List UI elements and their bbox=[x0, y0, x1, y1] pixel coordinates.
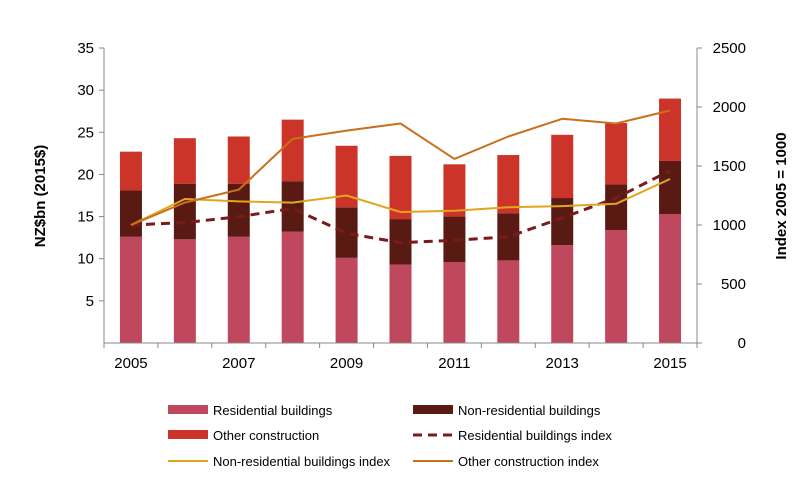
bar-residential-buildings-2010 bbox=[389, 264, 412, 343]
legend-label-residential-buildings: Residential buildings bbox=[213, 403, 333, 418]
legend: Residential buildings Non-residential bui… bbox=[168, 403, 612, 469]
bar-other-construction-2006 bbox=[173, 138, 196, 184]
bar-non-residential-buildings-2012 bbox=[497, 213, 520, 261]
bar-other-construction-2010 bbox=[389, 155, 412, 220]
line-non-residential-buildings-index bbox=[130, 178, 671, 226]
y-tick-label: 20 bbox=[77, 166, 94, 183]
line-layer bbox=[130, 109, 671, 245]
y2-tick-label: 0 bbox=[738, 335, 746, 352]
bar-other-construction-2015 bbox=[659, 98, 682, 161]
y-tick-label: 35 bbox=[77, 40, 94, 57]
legend-swatch-non-residential-buildings bbox=[413, 405, 453, 414]
legend-label-non-residential-buildings-index: Non-residential buildings index bbox=[213, 454, 391, 469]
bar-residential-buildings-2008 bbox=[281, 231, 304, 343]
bar-non-residential-buildings-2006 bbox=[173, 183, 196, 240]
bar-residential-buildings-2013 bbox=[551, 245, 574, 343]
bar-non-residential-buildings-2007 bbox=[227, 183, 250, 237]
bar-other-construction-2012 bbox=[497, 155, 520, 214]
x-tick-label: 2015 bbox=[653, 355, 686, 372]
bar-other-construction-2007 bbox=[227, 136, 250, 184]
bar-non-residential-buildings-2009 bbox=[335, 207, 358, 258]
bar-other-construction-2013 bbox=[551, 134, 574, 199]
bar-non-residential-buildings-2008 bbox=[281, 181, 304, 232]
y-tick-label: 5 bbox=[86, 293, 94, 310]
line-other-construction-index bbox=[130, 109, 671, 226]
y-tick-label: 15 bbox=[77, 209, 94, 226]
y2-tick-label: 1500 bbox=[713, 158, 746, 175]
y2-tick-label: 2500 bbox=[713, 40, 746, 57]
tick-layer: 5 10 15 20 25 30 35 0 500 1000 1500 2000 2500 2005 200… bbox=[77, 40, 746, 372]
bar-residential-buildings-2009 bbox=[335, 257, 358, 343]
y-tick-label: 10 bbox=[77, 251, 94, 268]
legend-swatch-other-construction bbox=[168, 430, 208, 439]
y2-tick-label: 500 bbox=[721, 276, 746, 293]
bar-non-residential-buildings-2014 bbox=[605, 184, 628, 231]
bar-residential-buildings-2005 bbox=[119, 236, 142, 343]
bar-other-construction-2011 bbox=[443, 164, 466, 217]
bar-other-construction-2008 bbox=[281, 119, 304, 182]
x-tick-label: 2011 bbox=[438, 355, 470, 372]
bar-non-residential-buildings-2005 bbox=[119, 190, 142, 237]
x-tick-label: 2009 bbox=[330, 355, 363, 372]
y2-tick-label: 1000 bbox=[713, 217, 746, 234]
x-tick-label: 2007 bbox=[222, 355, 255, 372]
bar-residential-buildings-2015 bbox=[659, 214, 682, 343]
y-tick-label: 30 bbox=[77, 82, 94, 99]
x-tick-label: 2005 bbox=[114, 355, 147, 372]
legend-swatch-residential-buildings bbox=[168, 405, 208, 414]
legend-label-residential-buildings-index: Residential buildings index bbox=[458, 428, 612, 443]
bar-other-construction-2009 bbox=[335, 145, 358, 208]
y2-tick-label: 2000 bbox=[713, 99, 746, 116]
legend-label-non-residential-buildings: Non-residential buildings bbox=[458, 403, 601, 418]
bar-other-construction-2014 bbox=[605, 123, 628, 185]
bar-residential-buildings-2006 bbox=[173, 239, 196, 343]
legend-label-other-construction: Other construction bbox=[213, 428, 319, 443]
bar-other-construction-2005 bbox=[119, 151, 142, 191]
bar-non-residential-buildings-2013 bbox=[551, 198, 574, 246]
bar-non-residential-buildings-2015 bbox=[659, 160, 682, 215]
y-axis-title: NZ$bn (2015$) bbox=[32, 145, 49, 248]
x-tick-label: 2013 bbox=[546, 355, 579, 372]
bar-residential-buildings-2011 bbox=[443, 262, 466, 343]
legend-label-other-construction-index: Other construction index bbox=[458, 454, 599, 469]
bar-residential-buildings-2014 bbox=[605, 230, 628, 343]
y2-axis-title: Index 2005 = 1000 bbox=[773, 132, 790, 259]
bar-layer bbox=[119, 98, 682, 343]
bar-residential-buildings-2012 bbox=[497, 260, 520, 343]
line-residential-buildings-index bbox=[130, 169, 671, 245]
axes-layer bbox=[99, 47, 702, 348]
y-tick-label: 25 bbox=[77, 124, 94, 141]
bar-residential-buildings-2007 bbox=[227, 236, 250, 343]
